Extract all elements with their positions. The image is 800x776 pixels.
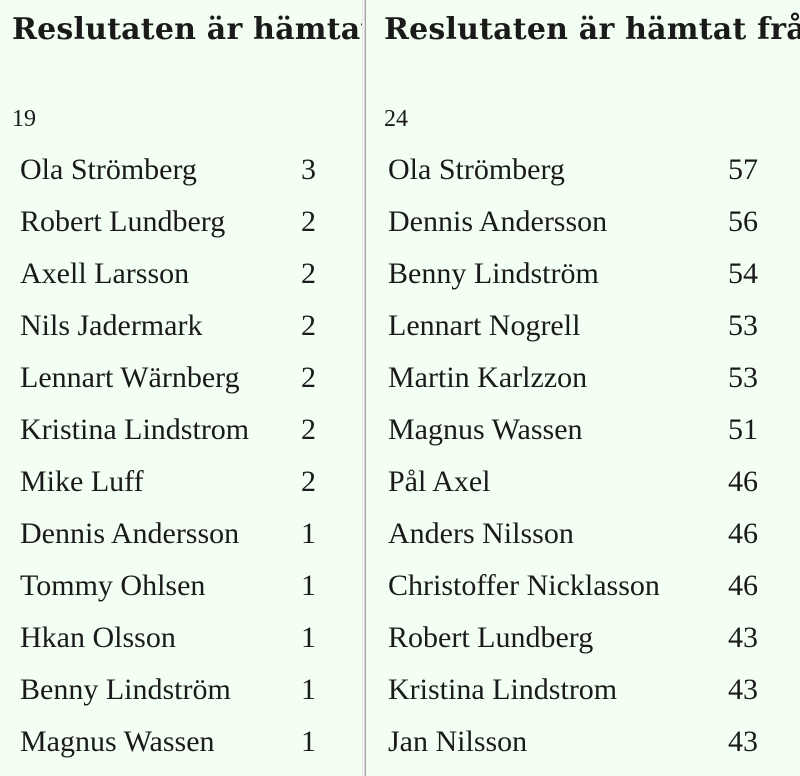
player-name: Mike Luff	[20, 465, 144, 498]
player-name: Kristina Lindstrom	[20, 413, 250, 446]
player-score: 43	[728, 725, 758, 758]
table-row: Kristina Lindstrom 2	[20, 404, 316, 456]
table-row: Lennart Nogrell 53	[388, 300, 758, 352]
table-row: Ola Strömberg 57	[388, 144, 758, 196]
table-row: Robert Lundberg 2	[20, 196, 316, 248]
table-row: Pål Axel 46	[388, 456, 758, 508]
player-score: 2	[301, 257, 316, 290]
player-name: Lennart Wärnberg	[20, 361, 240, 394]
player-name: Ola Strömberg	[388, 153, 565, 186]
table-row: Anders Nilsson 46	[388, 508, 758, 560]
left-result-count: 19	[12, 106, 36, 132]
player-score: 2	[301, 205, 316, 238]
left-results-frame[interactable]: Reslutaten är hämtat från 19 Ola Strömbe…	[0, 0, 362, 776]
right-results-frame[interactable]: Reslutaten är hämtat från 24 Ola Strömbe…	[366, 0, 800, 776]
right-results-body: Ola Strömberg 57 Dennis Andersson 56 Benny L…	[388, 144, 758, 768]
player-score: 54	[728, 257, 758, 290]
player-score: 2	[301, 465, 316, 498]
player-name: Lennart Nogrell	[388, 309, 581, 342]
player-score: 51	[728, 413, 758, 446]
table-row: Robert Lundberg 43	[388, 612, 758, 664]
player-name: Robert Lundberg	[388, 621, 594, 654]
player-score: 43	[728, 621, 758, 654]
table-row: Jan Nilsson 43	[388, 716, 758, 768]
table-row: Magnus Wassen 1	[20, 716, 316, 768]
player-name: Nils Jadermark	[20, 309, 203, 342]
player-score: 1	[301, 621, 316, 654]
table-row: Mike Luff 2	[20, 456, 316, 508]
player-name: Jan Nilsson	[388, 725, 528, 758]
table-row: Martin Karlzzon 53	[388, 352, 758, 404]
player-name: Dennis Andersson	[20, 517, 240, 550]
table-row: Dennis Andersson 56	[388, 196, 758, 248]
player-score: 1	[301, 517, 316, 550]
player-name: Ola Strömberg	[20, 153, 197, 186]
table-row: Ola Strömberg 3	[20, 144, 316, 196]
player-score: 53	[728, 361, 758, 394]
player-score: 2	[301, 413, 316, 446]
player-score: 46	[728, 517, 758, 550]
player-name: Dennis Andersson	[388, 205, 608, 238]
player-name: Benny Lindström	[20, 673, 231, 706]
left-page-title: Reslutaten är hämtat från	[12, 12, 362, 47]
player-score: 1	[301, 673, 316, 706]
player-name: Tommy Ohlsen	[20, 569, 206, 602]
table-row: Hkan Olsson 1	[20, 612, 316, 664]
player-name: Pål Axel	[388, 465, 491, 498]
player-score: 3	[301, 153, 316, 186]
player-score: 56	[728, 205, 758, 238]
player-score: 2	[301, 309, 316, 342]
player-name: Magnus Wassen	[20, 725, 215, 758]
player-score: 43	[728, 673, 758, 706]
table-row: Magnus Wassen 51	[388, 404, 758, 456]
table-row: Axell Larsson 2	[20, 248, 316, 300]
table-row: Christoffer Nicklasson 46	[388, 560, 758, 612]
left-results-table: Ola Strömberg 3 Robert Lundberg 2 Axell Lars…	[20, 144, 316, 768]
player-score: 1	[301, 569, 316, 602]
player-score: 1	[301, 725, 316, 758]
table-row: Tommy Ohlsen 1	[20, 560, 316, 612]
table-row: Nils Jadermark 2	[20, 300, 316, 352]
player-name: Axell Larsson	[20, 257, 190, 290]
table-row: Lennart Wärnberg 2	[20, 352, 316, 404]
player-name: Martin Karlzzon	[388, 361, 588, 394]
right-results-table: Ola Strömberg 57 Dennis Andersson 56 Benny L…	[388, 144, 758, 768]
player-name: Robert Lundberg	[20, 205, 226, 238]
table-row: Benny Lindström 1	[20, 664, 316, 716]
player-score: 53	[728, 309, 758, 342]
right-page-title: Reslutaten är hämtat från	[384, 12, 800, 47]
player-name: Kristina Lindstrom	[388, 673, 618, 706]
right-result-count: 24	[384, 106, 408, 132]
player-score: 57	[728, 153, 758, 186]
left-results-body: Ola Strömberg 3 Robert Lundberg 2 Axell Lars…	[20, 144, 316, 768]
player-score: 46	[728, 569, 758, 602]
player-name: Anders Nilsson	[388, 517, 574, 550]
table-row: Dennis Andersson 1	[20, 508, 316, 560]
player-name: Hkan Olsson	[20, 621, 176, 654]
player-name: Christoffer Nicklasson	[388, 569, 660, 602]
player-name: Benny Lindström	[388, 257, 599, 290]
table-row: Benny Lindström 54	[388, 248, 758, 300]
player-score: 46	[728, 465, 758, 498]
table-row: Kristina Lindstrom 43	[388, 664, 758, 716]
frame-divider[interactable]	[362, 0, 366, 776]
player-score: 2	[301, 361, 316, 394]
player-name: Magnus Wassen	[388, 413, 583, 446]
